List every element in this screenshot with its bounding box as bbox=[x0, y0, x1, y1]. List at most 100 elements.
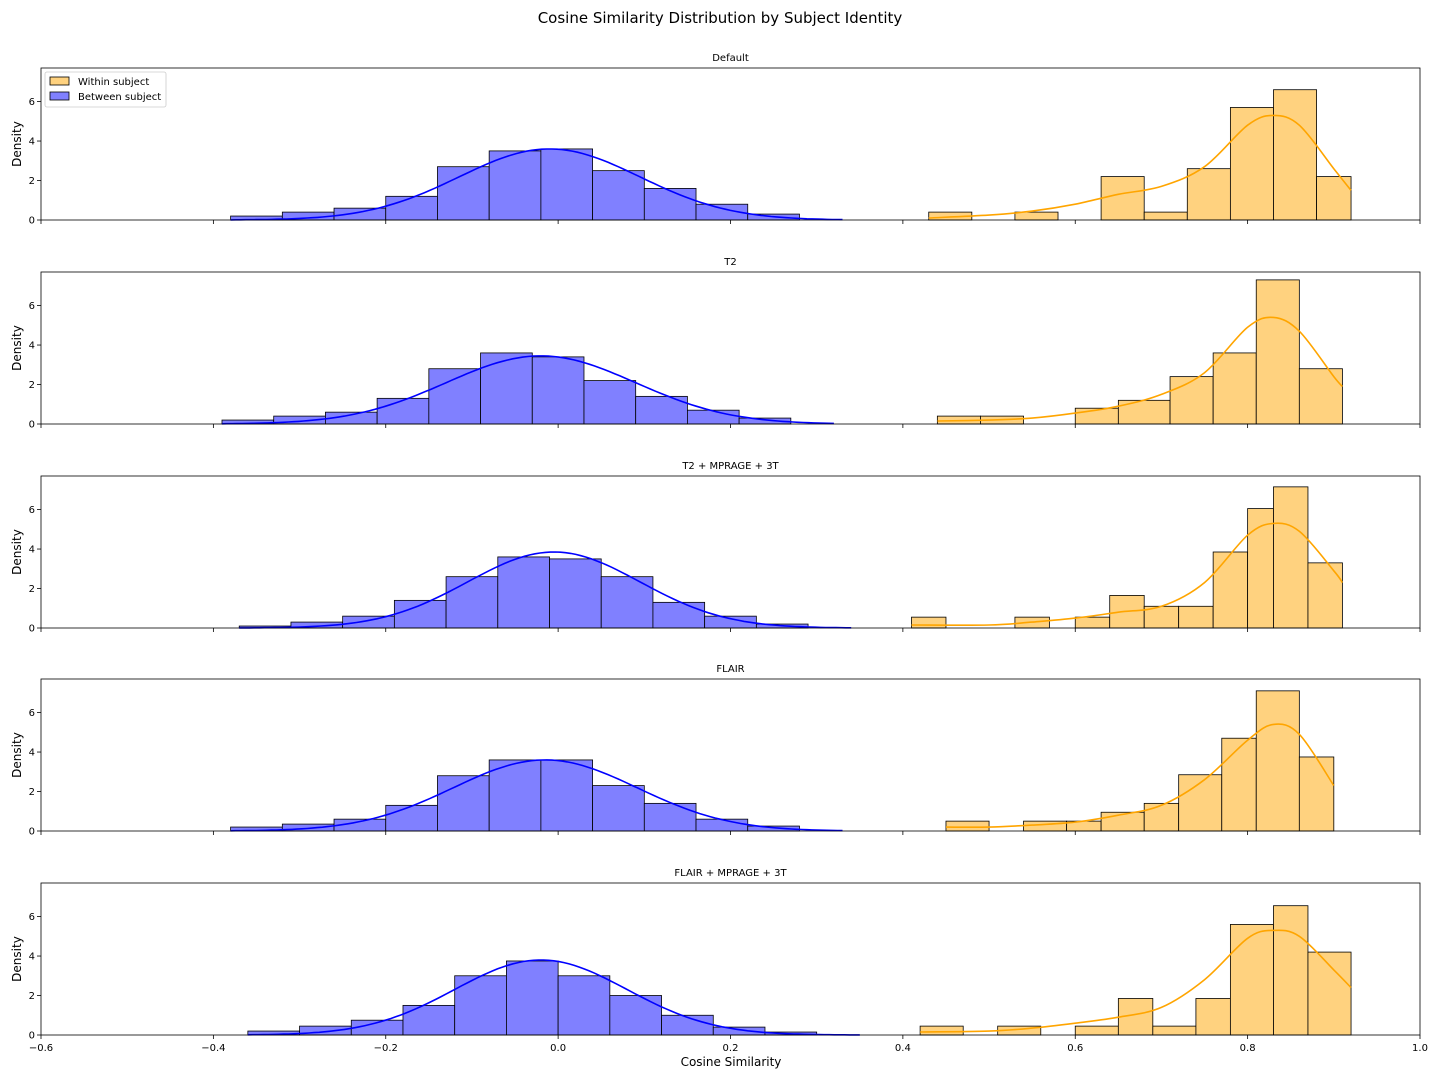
legend-between-label: Between subject bbox=[78, 92, 161, 103]
within-bar bbox=[1074, 616, 1111, 629]
within-bar bbox=[1143, 802, 1180, 832]
panel-5: FLAIR + MPRAGE + 3T Density 0 2 4 6 −0.6 −0.4 −0… bbox=[10, 868, 1428, 1054]
within-bar bbox=[1152, 1025, 1197, 1036]
y-tick-label: 6 bbox=[29, 708, 35, 719]
y-tick-label: 6 bbox=[29, 505, 35, 516]
within-bar bbox=[1273, 89, 1317, 221]
y-tick-label: 6 bbox=[29, 912, 35, 923]
panel-title: FLAIR + MPRAGE + 3T bbox=[674, 868, 787, 879]
between-kde-line bbox=[247, 959, 860, 1036]
axes-frame bbox=[40, 882, 1421, 1036]
within-bar bbox=[911, 616, 947, 629]
within-bar bbox=[1307, 562, 1343, 629]
x-tick-label: −0.6 bbox=[29, 1043, 53, 1054]
between-series bbox=[238, 551, 852, 629]
legend: Within subject Between subject bbox=[44, 71, 167, 108]
between-series bbox=[230, 148, 843, 221]
y-tick-label: 4 bbox=[29, 137, 35, 148]
within-bar bbox=[1229, 107, 1274, 221]
between-series bbox=[247, 959, 860, 1036]
axes-frame bbox=[40, 67, 1421, 221]
within-bar bbox=[1212, 551, 1249, 629]
within-bar bbox=[1100, 176, 1145, 221]
within-bar bbox=[1014, 211, 1059, 221]
within-bar bbox=[1074, 1025, 1119, 1036]
panel-title: FLAIR bbox=[716, 664, 744, 675]
between-bar bbox=[531, 356, 585, 425]
between-bar bbox=[497, 556, 550, 629]
within-bar bbox=[1212, 352, 1257, 425]
y-tick-label: 0 bbox=[29, 827, 35, 838]
y-tick-label: 4 bbox=[29, 952, 35, 963]
between-bar bbox=[609, 995, 662, 1036]
between-bar bbox=[428, 368, 481, 425]
y-tick-label: 0 bbox=[29, 420, 35, 431]
within-series bbox=[936, 279, 1344, 425]
within-bar bbox=[1195, 998, 1231, 1036]
within-bar bbox=[1221, 737, 1257, 832]
within-kde-line bbox=[945, 723, 1335, 829]
within-series bbox=[928, 89, 1352, 221]
y-tick-label: 0 bbox=[29, 216, 35, 227]
between-bar bbox=[652, 601, 706, 629]
within-bar bbox=[1298, 368, 1343, 425]
y-axis-label: Density bbox=[10, 936, 24, 982]
within-kde-line bbox=[920, 929, 1352, 1033]
between-bar bbox=[687, 409, 740, 425]
between-bar bbox=[549, 558, 602, 629]
between-kde-line bbox=[239, 551, 852, 629]
x-tick-label: 0.0 bbox=[550, 1043, 566, 1054]
axes-frame bbox=[40, 475, 1421, 629]
between-bar bbox=[445, 576, 499, 629]
legend-between-swatch bbox=[49, 91, 70, 101]
within-bar bbox=[1273, 905, 1309, 1036]
between-bar bbox=[437, 775, 490, 832]
y-tick-label: 2 bbox=[29, 991, 35, 1002]
y-tick-label: 2 bbox=[29, 380, 35, 391]
between-bar bbox=[385, 804, 438, 832]
between-bar bbox=[488, 150, 542, 221]
between-series bbox=[230, 759, 843, 832]
between-bar bbox=[385, 195, 438, 221]
panels-group: Default Density 0 2 4 6 Within subject Between … bbox=[10, 53, 1428, 1054]
between-bar bbox=[342, 615, 395, 629]
panel-title: Default bbox=[712, 53, 749, 64]
x-tick-label: 0.2 bbox=[723, 1043, 739, 1054]
within-bar bbox=[1247, 508, 1274, 629]
within-kde-line bbox=[928, 114, 1352, 219]
between-kde-line bbox=[221, 355, 834, 425]
x-tick-label: −0.4 bbox=[201, 1043, 225, 1054]
within-bar bbox=[1255, 279, 1300, 425]
y-tick-label: 2 bbox=[29, 787, 35, 798]
axes-frame bbox=[40, 678, 1421, 832]
x-tick-label: −0.2 bbox=[374, 1043, 398, 1054]
y-axis-label: Density bbox=[10, 121, 24, 167]
between-kde-line bbox=[230, 148, 843, 221]
y-tick-label: 4 bbox=[29, 545, 35, 556]
between-bar bbox=[695, 818, 749, 832]
y-axis-label: Density bbox=[10, 732, 24, 778]
legend-box bbox=[44, 71, 167, 108]
y-tick-label: 2 bbox=[29, 176, 35, 187]
y-tick-label: 6 bbox=[29, 301, 35, 312]
within-bar bbox=[1023, 820, 1068, 832]
legend-within-swatch bbox=[49, 76, 70, 86]
y-tick-label: 0 bbox=[29, 1031, 35, 1042]
within-bar bbox=[1143, 211, 1188, 221]
axes-frame bbox=[40, 271, 1421, 425]
within-series bbox=[945, 690, 1335, 832]
x-tick-label: 0.4 bbox=[895, 1043, 911, 1054]
within-bar bbox=[1255, 690, 1300, 832]
between-bar bbox=[661, 1014, 714, 1036]
within-bar bbox=[1186, 168, 1231, 221]
within-series bbox=[911, 486, 1344, 629]
between-bar bbox=[583, 380, 637, 425]
between-bar bbox=[600, 576, 654, 629]
between-bar bbox=[402, 1004, 456, 1036]
between-bar bbox=[333, 207, 387, 221]
x-axis-label: Cosine Similarity bbox=[681, 1055, 782, 1069]
within-bar bbox=[1273, 486, 1309, 629]
within-bar bbox=[1178, 605, 1214, 629]
between-kde-line bbox=[230, 759, 843, 832]
